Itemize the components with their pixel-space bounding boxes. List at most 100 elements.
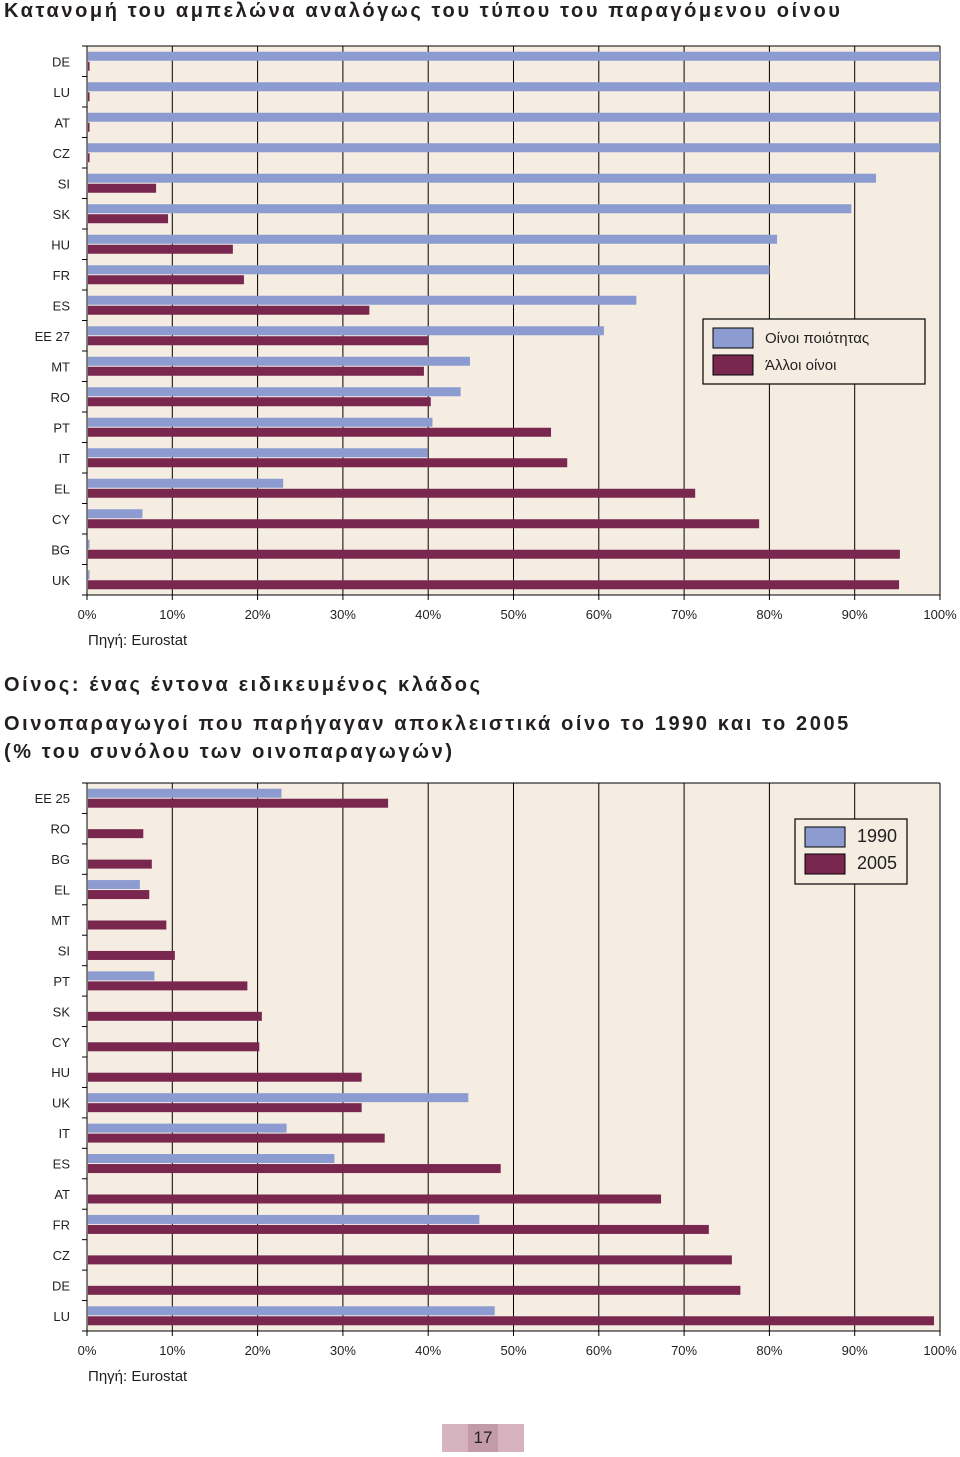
y-category-label: EL bbox=[54, 883, 70, 898]
bar bbox=[88, 417, 433, 427]
bar bbox=[88, 92, 90, 102]
x-tick-label: 80% bbox=[756, 607, 782, 622]
y-category-label: MT bbox=[51, 359, 70, 374]
bar bbox=[88, 1316, 935, 1326]
page-number: 17 bbox=[468, 1424, 498, 1452]
bar bbox=[88, 1285, 741, 1295]
legend-swatch bbox=[712, 354, 754, 376]
x-tick-label: 50% bbox=[500, 607, 526, 622]
x-tick-label: 60% bbox=[586, 1343, 612, 1358]
bar bbox=[88, 829, 144, 839]
bar bbox=[88, 387, 461, 397]
bar bbox=[88, 214, 169, 224]
y-category-label: LU bbox=[53, 1309, 70, 1324]
bar bbox=[88, 920, 167, 930]
bar bbox=[88, 112, 940, 122]
y-category-label: DE bbox=[52, 1278, 70, 1293]
bar bbox=[88, 326, 604, 336]
bar bbox=[88, 265, 770, 275]
y-category-label: FR bbox=[53, 1217, 70, 1232]
bar bbox=[88, 305, 370, 315]
y-category-label: SK bbox=[53, 1004, 71, 1019]
chart-source: Πηγή: Eurostat bbox=[88, 1368, 188, 1385]
chart-title-line: Οινοπαραγωγοί που παρήγαγαν αποκλειστικά… bbox=[4, 713, 851, 735]
bar bbox=[88, 798, 389, 808]
bar bbox=[88, 244, 233, 254]
bar bbox=[88, 183, 157, 193]
y-category-label: ES bbox=[53, 298, 71, 313]
y-category-label: BG bbox=[51, 852, 70, 867]
bar bbox=[88, 1072, 362, 1082]
bar bbox=[88, 488, 696, 498]
bar bbox=[88, 971, 155, 981]
x-tick-label: 90% bbox=[842, 1343, 868, 1358]
x-tick-label: 10% bbox=[159, 607, 185, 622]
bar bbox=[88, 549, 900, 559]
x-tick-label: 70% bbox=[671, 607, 697, 622]
legend-label: Άλλοι οίνοι bbox=[765, 357, 836, 374]
bar bbox=[88, 509, 143, 519]
bar bbox=[88, 336, 429, 346]
y-category-label: EE 25 bbox=[35, 791, 70, 806]
y-category-label: BG bbox=[51, 542, 70, 557]
bar bbox=[88, 580, 900, 590]
x-tick-label: 70% bbox=[671, 1343, 697, 1358]
bar bbox=[88, 397, 431, 407]
x-tick-label: 30% bbox=[330, 1343, 356, 1358]
x-tick-label: 20% bbox=[245, 1343, 271, 1358]
y-category-label: HU bbox=[51, 1065, 70, 1080]
bar bbox=[88, 1255, 732, 1265]
x-tick-label: 100% bbox=[923, 1343, 957, 1358]
x-tick-label: 50% bbox=[500, 1343, 526, 1358]
x-tick-label: 0% bbox=[78, 607, 97, 622]
bar bbox=[88, 880, 140, 890]
x-tick-label: 40% bbox=[415, 1343, 441, 1358]
y-category-label: SK bbox=[53, 207, 71, 222]
bar bbox=[88, 1194, 662, 1204]
x-tick-label: 10% bbox=[159, 1343, 185, 1358]
chart-1: 0% 10% 20% 30% 40% 50% 60% 70% 80% 90% 100% DE LU AT C… bbox=[35, 45, 957, 622]
bar bbox=[88, 1154, 335, 1164]
bar bbox=[88, 478, 284, 488]
bar bbox=[88, 981, 248, 991]
bar bbox=[88, 1042, 260, 1052]
x-tick-label: 60% bbox=[586, 607, 612, 622]
y-category-label: SI bbox=[58, 943, 70, 958]
chart-source: Πηγή: Eurostat bbox=[88, 632, 188, 649]
y-category-label: PT bbox=[53, 420, 70, 435]
legend-swatch bbox=[712, 327, 754, 349]
y-category-label: HU bbox=[51, 237, 70, 252]
y-category-label: CY bbox=[52, 1035, 70, 1050]
bar bbox=[88, 61, 90, 71]
bar bbox=[88, 950, 175, 960]
bar bbox=[88, 122, 90, 132]
bar bbox=[88, 859, 152, 869]
bar bbox=[88, 1093, 469, 1103]
bar bbox=[88, 1103, 362, 1113]
bar bbox=[88, 448, 428, 458]
legend-swatch bbox=[804, 826, 846, 848]
bar bbox=[88, 788, 282, 798]
y-category-label: FR bbox=[53, 268, 70, 283]
legend-label: Οίνοι ποιότητας bbox=[765, 330, 869, 347]
bar bbox=[88, 1306, 495, 1316]
bar bbox=[88, 275, 244, 285]
chart-title-line: (% του συνόλου των οινοπαραγωγών) bbox=[4, 741, 455, 763]
legend-label: 1990 bbox=[857, 826, 897, 846]
bar bbox=[88, 295, 637, 305]
y-category-label: SI bbox=[58, 176, 70, 191]
x-tick-label: 20% bbox=[245, 607, 271, 622]
bar bbox=[88, 1123, 287, 1133]
bar bbox=[88, 51, 940, 61]
bar bbox=[88, 1133, 385, 1143]
x-tick-label: 90% bbox=[842, 607, 868, 622]
bar bbox=[88, 539, 90, 549]
y-category-label: AT bbox=[54, 1187, 70, 1202]
y-category-label: LU bbox=[53, 85, 70, 100]
x-tick-label: 100% bbox=[923, 607, 957, 622]
bar bbox=[88, 1164, 501, 1174]
bar bbox=[88, 458, 568, 468]
bar bbox=[88, 890, 150, 900]
bar bbox=[88, 1011, 262, 1021]
y-category-label: UK bbox=[52, 573, 70, 588]
